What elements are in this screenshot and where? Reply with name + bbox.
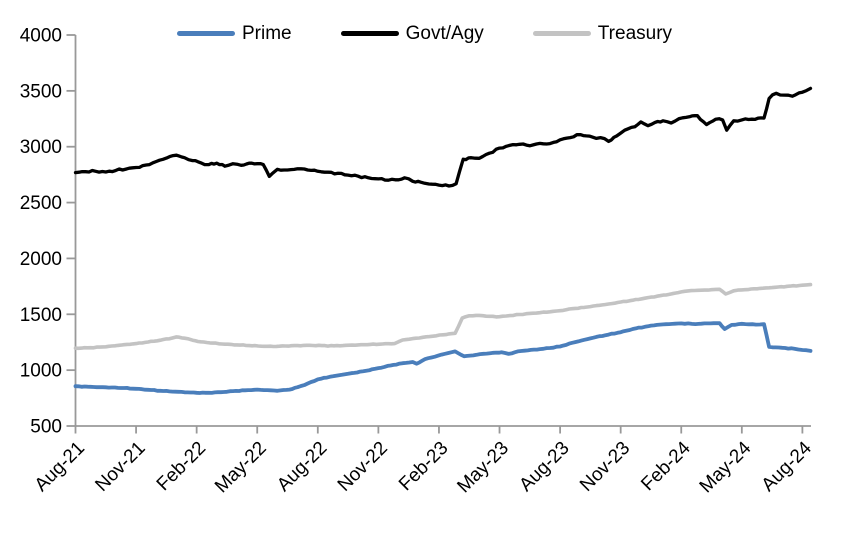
series-line-prime <box>73 321 813 395</box>
govt-agy-line-swatch <box>340 31 399 36</box>
legend-item-govt-agy: Govt/Agy <box>340 23 484 44</box>
y-axis-tick-label: 3000 <box>20 137 62 158</box>
x-axis-tick-label: Nov-21 <box>91 438 149 496</box>
x-axis-tick-label: Nov-23 <box>576 438 634 496</box>
legend-item-treasury: Treasury <box>532 23 673 44</box>
x-axis-tick-label: Aug-24 <box>758 437 816 495</box>
x-axis-tick-label: Feb-23 <box>395 438 452 495</box>
x-axis-tick-label: Aug-22 <box>273 438 331 496</box>
prime-line-swatch <box>177 31 235 36</box>
legend: Prime Govt/Agy Treasury <box>177 24 672 43</box>
y-axis-tick-label: 2500 <box>20 193 62 214</box>
y-axis-tick-label: 4000 <box>20 26 62 47</box>
y-axis-tick-label: 500 <box>30 417 62 438</box>
x-axis-tick-label: Nov-22 <box>334 438 392 496</box>
x-axis-tick-label: Feb-22 <box>153 438 210 495</box>
x-axis-tick-label: May-23 <box>453 438 513 498</box>
legend-item-prime: Prime <box>177 24 292 43</box>
y-axis-tick-label: 1500 <box>20 305 62 326</box>
y-axis-tick-label: 1000 <box>20 361 62 382</box>
series-line-govt-agy <box>73 86 813 188</box>
legend-label-govt-agy: Govt/Agy <box>405 23 484 44</box>
treasury-line-swatch <box>532 31 591 36</box>
series-line-treasury <box>73 282 813 351</box>
x-axis-tick-label: Aug-21 <box>31 438 89 496</box>
x-axis-tick-label: Feb-24 <box>637 437 695 495</box>
x-axis-tick-label: Aug-23 <box>515 438 573 496</box>
y-axis-tick-label: 3500 <box>20 81 62 102</box>
legend-label-treasury: Treasury <box>597 23 673 44</box>
x-axis-tick-label: May-24 <box>696 437 756 497</box>
x-axis-tick-label: May-22 <box>211 438 271 498</box>
y-axis-tick-label: 2000 <box>20 249 62 270</box>
legend-label-prime: Prime <box>242 23 292 44</box>
